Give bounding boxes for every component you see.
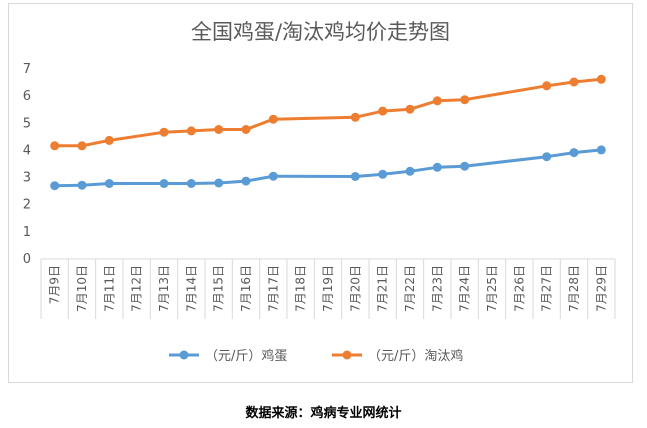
x-tick-label: 7月27日	[540, 265, 554, 312]
series-2-point	[77, 141, 87, 151]
series-1-point	[350, 172, 360, 181]
series-1-point	[186, 179, 196, 188]
y-tick-label: 6	[23, 89, 31, 104]
x-tick-label: 7月22日	[403, 265, 417, 312]
y-tick-label: 1	[23, 225, 31, 240]
legend-label: （元/斤）鸡蛋	[205, 348, 287, 364]
series-1-point	[460, 161, 470, 171]
series-line-2	[53, 77, 603, 148]
series-2-point	[159, 127, 169, 137]
series-2-point	[214, 125, 224, 134]
series-1-point	[596, 145, 606, 155]
series-1-point	[268, 171, 278, 181]
series-2-point	[596, 74, 606, 84]
series-1-point	[569, 148, 579, 158]
series-line-1	[53, 148, 603, 188]
x-tick-label: 7月14日	[184, 265, 198, 312]
series-2-point	[378, 106, 388, 116]
series-1-point	[241, 176, 251, 186]
series-1-point	[432, 162, 442, 172]
series-2-point	[569, 77, 579, 87]
chart-frame: 全国鸡蛋/淘汰鸡均价走势图 0 1 2 3 4 5 6 7 7月9日 7月10日 7月11日 7月12…	[8, 3, 633, 383]
y-tick-label: 4	[23, 143, 31, 158]
series-1-point	[159, 179, 169, 188]
series-2-point	[268, 114, 278, 124]
x-tick-label: 7月15日	[212, 265, 226, 312]
x-tick-label: 7月10日	[75, 265, 89, 312]
series-2-point	[460, 95, 470, 105]
x-tick-label: 7月24日	[458, 265, 472, 312]
y-tick-label: 0	[23, 252, 31, 267]
chart-title: 全国鸡蛋/淘汰鸡均价走势图	[190, 20, 451, 44]
x-tick-label: 7月26日	[512, 265, 526, 312]
x-tick-label: 7月16日	[239, 265, 253, 312]
y-tick-label: 3	[23, 171, 31, 186]
x-tick-label: 7月12日	[130, 265, 144, 312]
legend-label: （元/斤）淘汰鸡	[368, 348, 463, 364]
x-tick-label: 7月11日	[102, 265, 116, 312]
x-tick-label: 7月20日	[348, 265, 362, 312]
series-1-point	[104, 179, 114, 188]
x-tick-label: 7月25日	[485, 265, 499, 312]
x-tick-label: 7月29日	[594, 265, 608, 312]
series-2-point	[104, 135, 114, 145]
y-tick-label: 7	[23, 62, 31, 77]
series-2-point	[350, 112, 360, 122]
x-tick-label: 7月17日	[266, 265, 280, 312]
series-1-point	[405, 166, 415, 176]
x-tick-label: 7月9日	[48, 265, 62, 304]
series-2-point	[50, 141, 60, 151]
series-2-point	[405, 104, 415, 114]
y-tick-label: 5	[23, 116, 31, 131]
source-caption: 数据来源：鸡病专业网统计	[245, 406, 402, 421]
legend-swatch-marker	[342, 350, 352, 360]
series-1-point	[77, 180, 87, 190]
x-tick-label: 7月19日	[321, 265, 335, 312]
x-tick-label: 7月18日	[294, 265, 308, 312]
series-2-point	[186, 126, 196, 136]
legend-swatch-marker	[179, 350, 189, 360]
y-tick-label: 2	[23, 198, 31, 213]
series-2-point	[542, 81, 552, 91]
series-1-point	[214, 178, 224, 188]
x-tick-label: 7月13日	[157, 265, 171, 312]
series-2-point	[241, 125, 251, 134]
series-1-point	[378, 169, 388, 179]
series-1-point	[542, 152, 552, 162]
series-1-point	[50, 181, 60, 191]
x-tick-label: 7月21日	[376, 265, 390, 312]
x-tick-label: 7月23日	[430, 265, 444, 312]
line-chart: 0 1 2 3 4 5 6 7 7月9日 7月10日 7月11日 7月12日 7月13日 7月14日 7月1…	[23, 62, 616, 364]
series-2-point	[432, 96, 442, 106]
x-tick-label: 7月28日	[567, 265, 581, 312]
